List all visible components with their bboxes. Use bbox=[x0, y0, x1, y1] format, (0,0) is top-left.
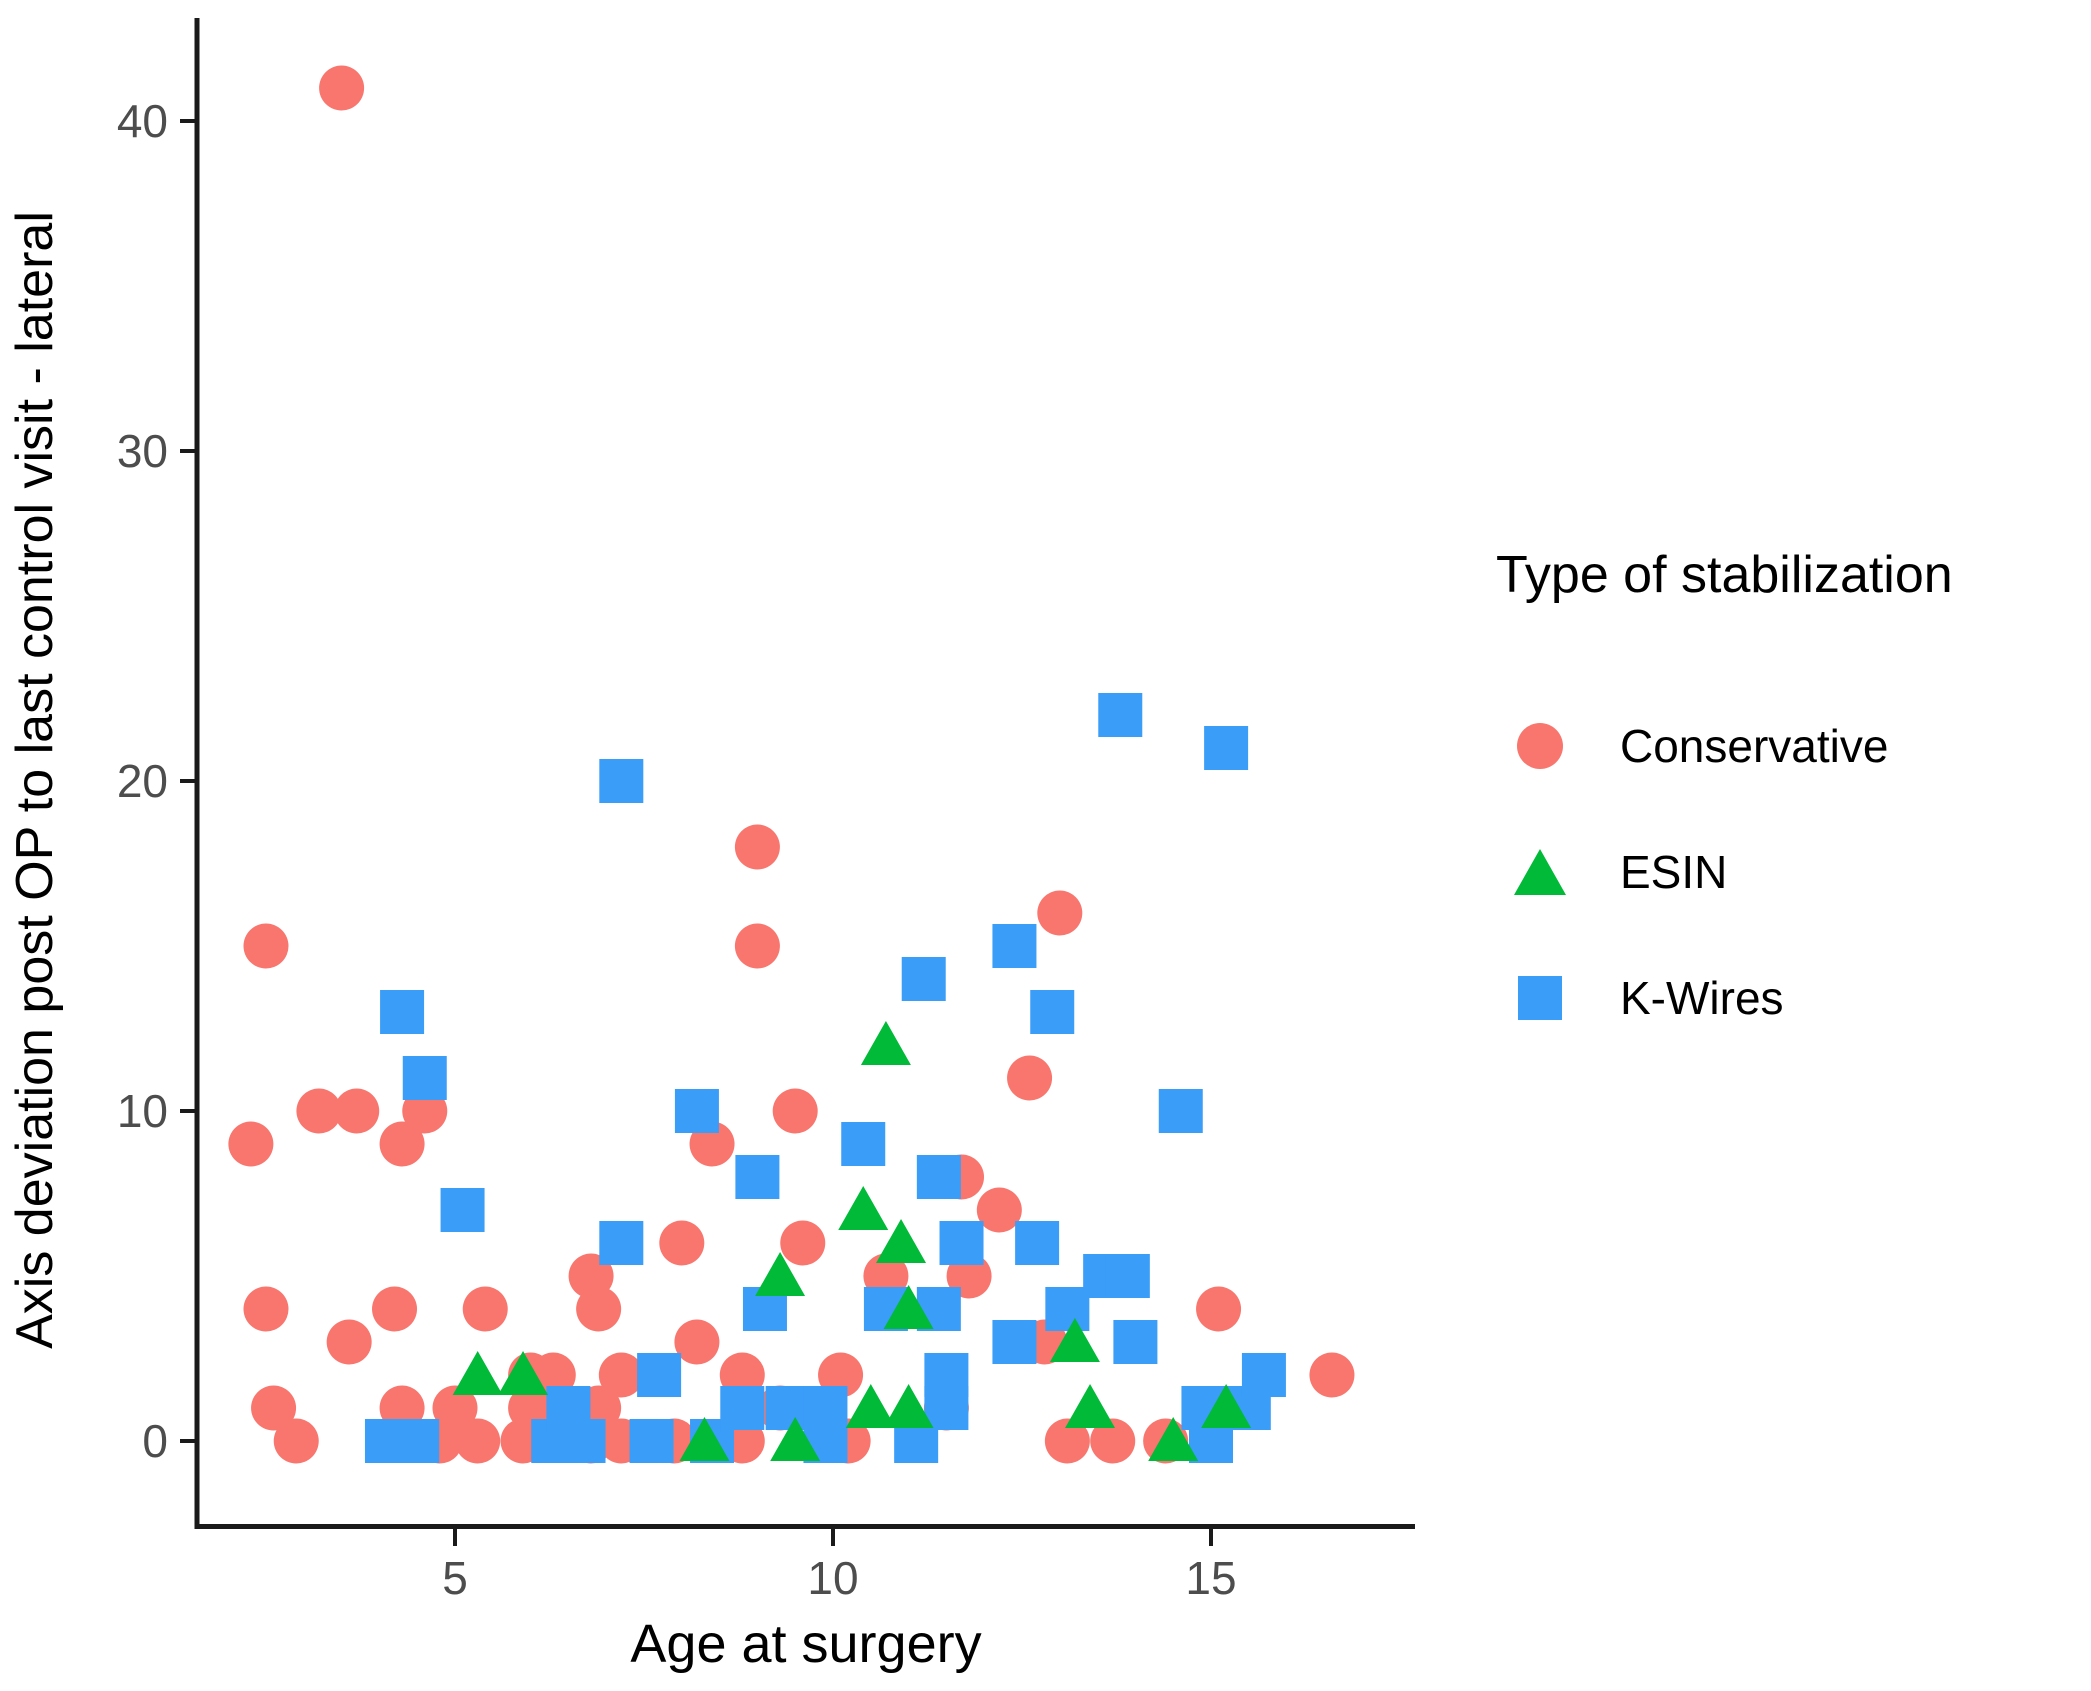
y-axis-title: Axis deviation post OP to last control v… bbox=[6, 211, 64, 1349]
data-point-esin bbox=[876, 1219, 927, 1263]
data-point-esin bbox=[883, 1384, 934, 1428]
data-point-conservative bbox=[326, 1319, 372, 1365]
data-point-k-wires bbox=[1158, 1089, 1203, 1133]
data-point-conservative bbox=[772, 1088, 818, 1134]
data-point-conservative bbox=[228, 1121, 274, 1167]
data-point-conservative bbox=[1007, 1055, 1053, 1101]
data-point-k-wires bbox=[720, 1386, 765, 1430]
data-point-esin bbox=[679, 1417, 730, 1461]
y-tick-label: 10 bbox=[117, 1085, 168, 1137]
data-point-k-wires bbox=[599, 759, 644, 803]
x-tick-label: 5 bbox=[442, 1552, 468, 1604]
data-point-k-wires bbox=[1030, 990, 1075, 1034]
data-point-esin bbox=[1065, 1384, 1116, 1428]
data-point-conservative bbox=[1309, 1352, 1355, 1398]
data-point-esin bbox=[883, 1285, 934, 1329]
data-point-conservative bbox=[976, 1187, 1022, 1233]
data-point-conservative bbox=[598, 1352, 644, 1398]
data-point-conservative bbox=[734, 824, 780, 870]
legend-title: Type of stabilization bbox=[1496, 546, 1953, 604]
data-point-conservative bbox=[1037, 890, 1083, 936]
kwires-square-icon bbox=[1515, 973, 1565, 1023]
data-point-conservative bbox=[659, 1220, 705, 1266]
data-point-k-wires bbox=[674, 1089, 719, 1133]
data-point-k-wires bbox=[1204, 726, 1249, 770]
data-point-esin bbox=[845, 1384, 896, 1428]
data-point-k-wires bbox=[765, 1386, 810, 1430]
x-axis-ticks: 5 10 15 bbox=[442, 1527, 1237, 1604]
data-point-k-wires bbox=[901, 957, 946, 1001]
data-point-esin bbox=[1201, 1384, 1252, 1428]
legend-item-conservative[interactable]: Conservative bbox=[1470, 683, 2090, 809]
legend-label-conservative: Conservative bbox=[1620, 720, 1889, 772]
data-point-esin bbox=[755, 1252, 806, 1296]
x-axis-title: Age at surgery bbox=[630, 1614, 981, 1674]
data-point-k-wires bbox=[599, 1221, 644, 1265]
data-point-conservative bbox=[296, 1088, 342, 1134]
axes: 0 10 20 30 40 5 10 15 bbox=[117, 18, 1415, 1604]
data-point-k-wires bbox=[402, 1056, 447, 1100]
data-point-conservative bbox=[372, 1286, 418, 1332]
data-point-conservative bbox=[734, 923, 780, 969]
data-point-k-wires bbox=[1098, 693, 1143, 737]
data-point-esin bbox=[1148, 1417, 1199, 1461]
y-tick-label: 40 bbox=[117, 95, 168, 147]
legend: Type of stabilization Conservative ESIN … bbox=[1470, 545, 2090, 1061]
y-tick-label: 0 bbox=[142, 1415, 168, 1467]
data-point-conservative bbox=[576, 1286, 622, 1332]
data-point-k-wires bbox=[841, 1122, 886, 1166]
data-point-conservative bbox=[455, 1418, 501, 1464]
data-point-conservative bbox=[1090, 1418, 1136, 1464]
legend-item-esin[interactable]: ESIN bbox=[1470, 809, 2090, 935]
data-point-k-wires bbox=[637, 1353, 682, 1397]
data-point-esin bbox=[498, 1351, 549, 1395]
data-point-conservative bbox=[1196, 1286, 1242, 1332]
x-tick-label: 10 bbox=[807, 1552, 858, 1604]
y-axis-ticks: 0 10 20 30 40 bbox=[117, 95, 197, 1467]
data-point-k-wires bbox=[735, 1155, 780, 1199]
data-point-k-wires bbox=[1045, 1287, 1090, 1331]
data-point-conservative bbox=[379, 1121, 425, 1167]
data-point-k-wires bbox=[561, 1419, 606, 1463]
y-tick-label: 30 bbox=[117, 425, 168, 477]
data-point-k-wires bbox=[1241, 1353, 1286, 1397]
data-point-conservative bbox=[334, 1088, 380, 1134]
legend-label-esin: ESIN bbox=[1620, 846, 1728, 898]
data-point-conservative bbox=[319, 65, 365, 111]
data-point-esin bbox=[838, 1186, 889, 1230]
conservative-circle-icon bbox=[1515, 721, 1565, 771]
data-point-k-wires bbox=[916, 1155, 961, 1199]
data-point-k-wires bbox=[992, 1320, 1037, 1364]
data-points-layer bbox=[228, 65, 1355, 1464]
legend-item-kwires[interactable]: K-Wires bbox=[1470, 935, 2090, 1061]
y-tick-label: 20 bbox=[117, 755, 168, 807]
data-point-conservative bbox=[243, 1286, 289, 1332]
data-point-k-wires bbox=[380, 990, 425, 1034]
data-point-conservative bbox=[674, 1319, 720, 1365]
data-point-conservative bbox=[243, 923, 289, 969]
data-point-k-wires bbox=[992, 924, 1037, 968]
data-point-k-wires bbox=[1113, 1320, 1158, 1364]
data-point-k-wires bbox=[629, 1419, 674, 1463]
esin-triangle-icon bbox=[1514, 847, 1566, 897]
data-point-k-wires bbox=[440, 1188, 485, 1232]
data-point-esin bbox=[770, 1417, 821, 1461]
data-point-conservative bbox=[251, 1385, 297, 1431]
data-point-conservative bbox=[780, 1220, 826, 1266]
data-point-esin bbox=[452, 1351, 503, 1395]
data-point-k-wires bbox=[924, 1386, 969, 1430]
data-point-conservative bbox=[1044, 1418, 1090, 1464]
data-point-k-wires bbox=[1105, 1254, 1150, 1298]
data-point-conservative bbox=[462, 1286, 508, 1332]
legend-label-kwires: K-Wires bbox=[1620, 972, 1784, 1024]
data-point-esin bbox=[1049, 1318, 1100, 1362]
data-point-k-wires bbox=[939, 1221, 984, 1265]
x-tick-label: 15 bbox=[1185, 1552, 1236, 1604]
data-point-esin bbox=[860, 1021, 911, 1065]
data-point-k-wires bbox=[1015, 1221, 1060, 1265]
data-point-conservative bbox=[273, 1418, 319, 1464]
data-point-k-wires bbox=[395, 1419, 440, 1463]
